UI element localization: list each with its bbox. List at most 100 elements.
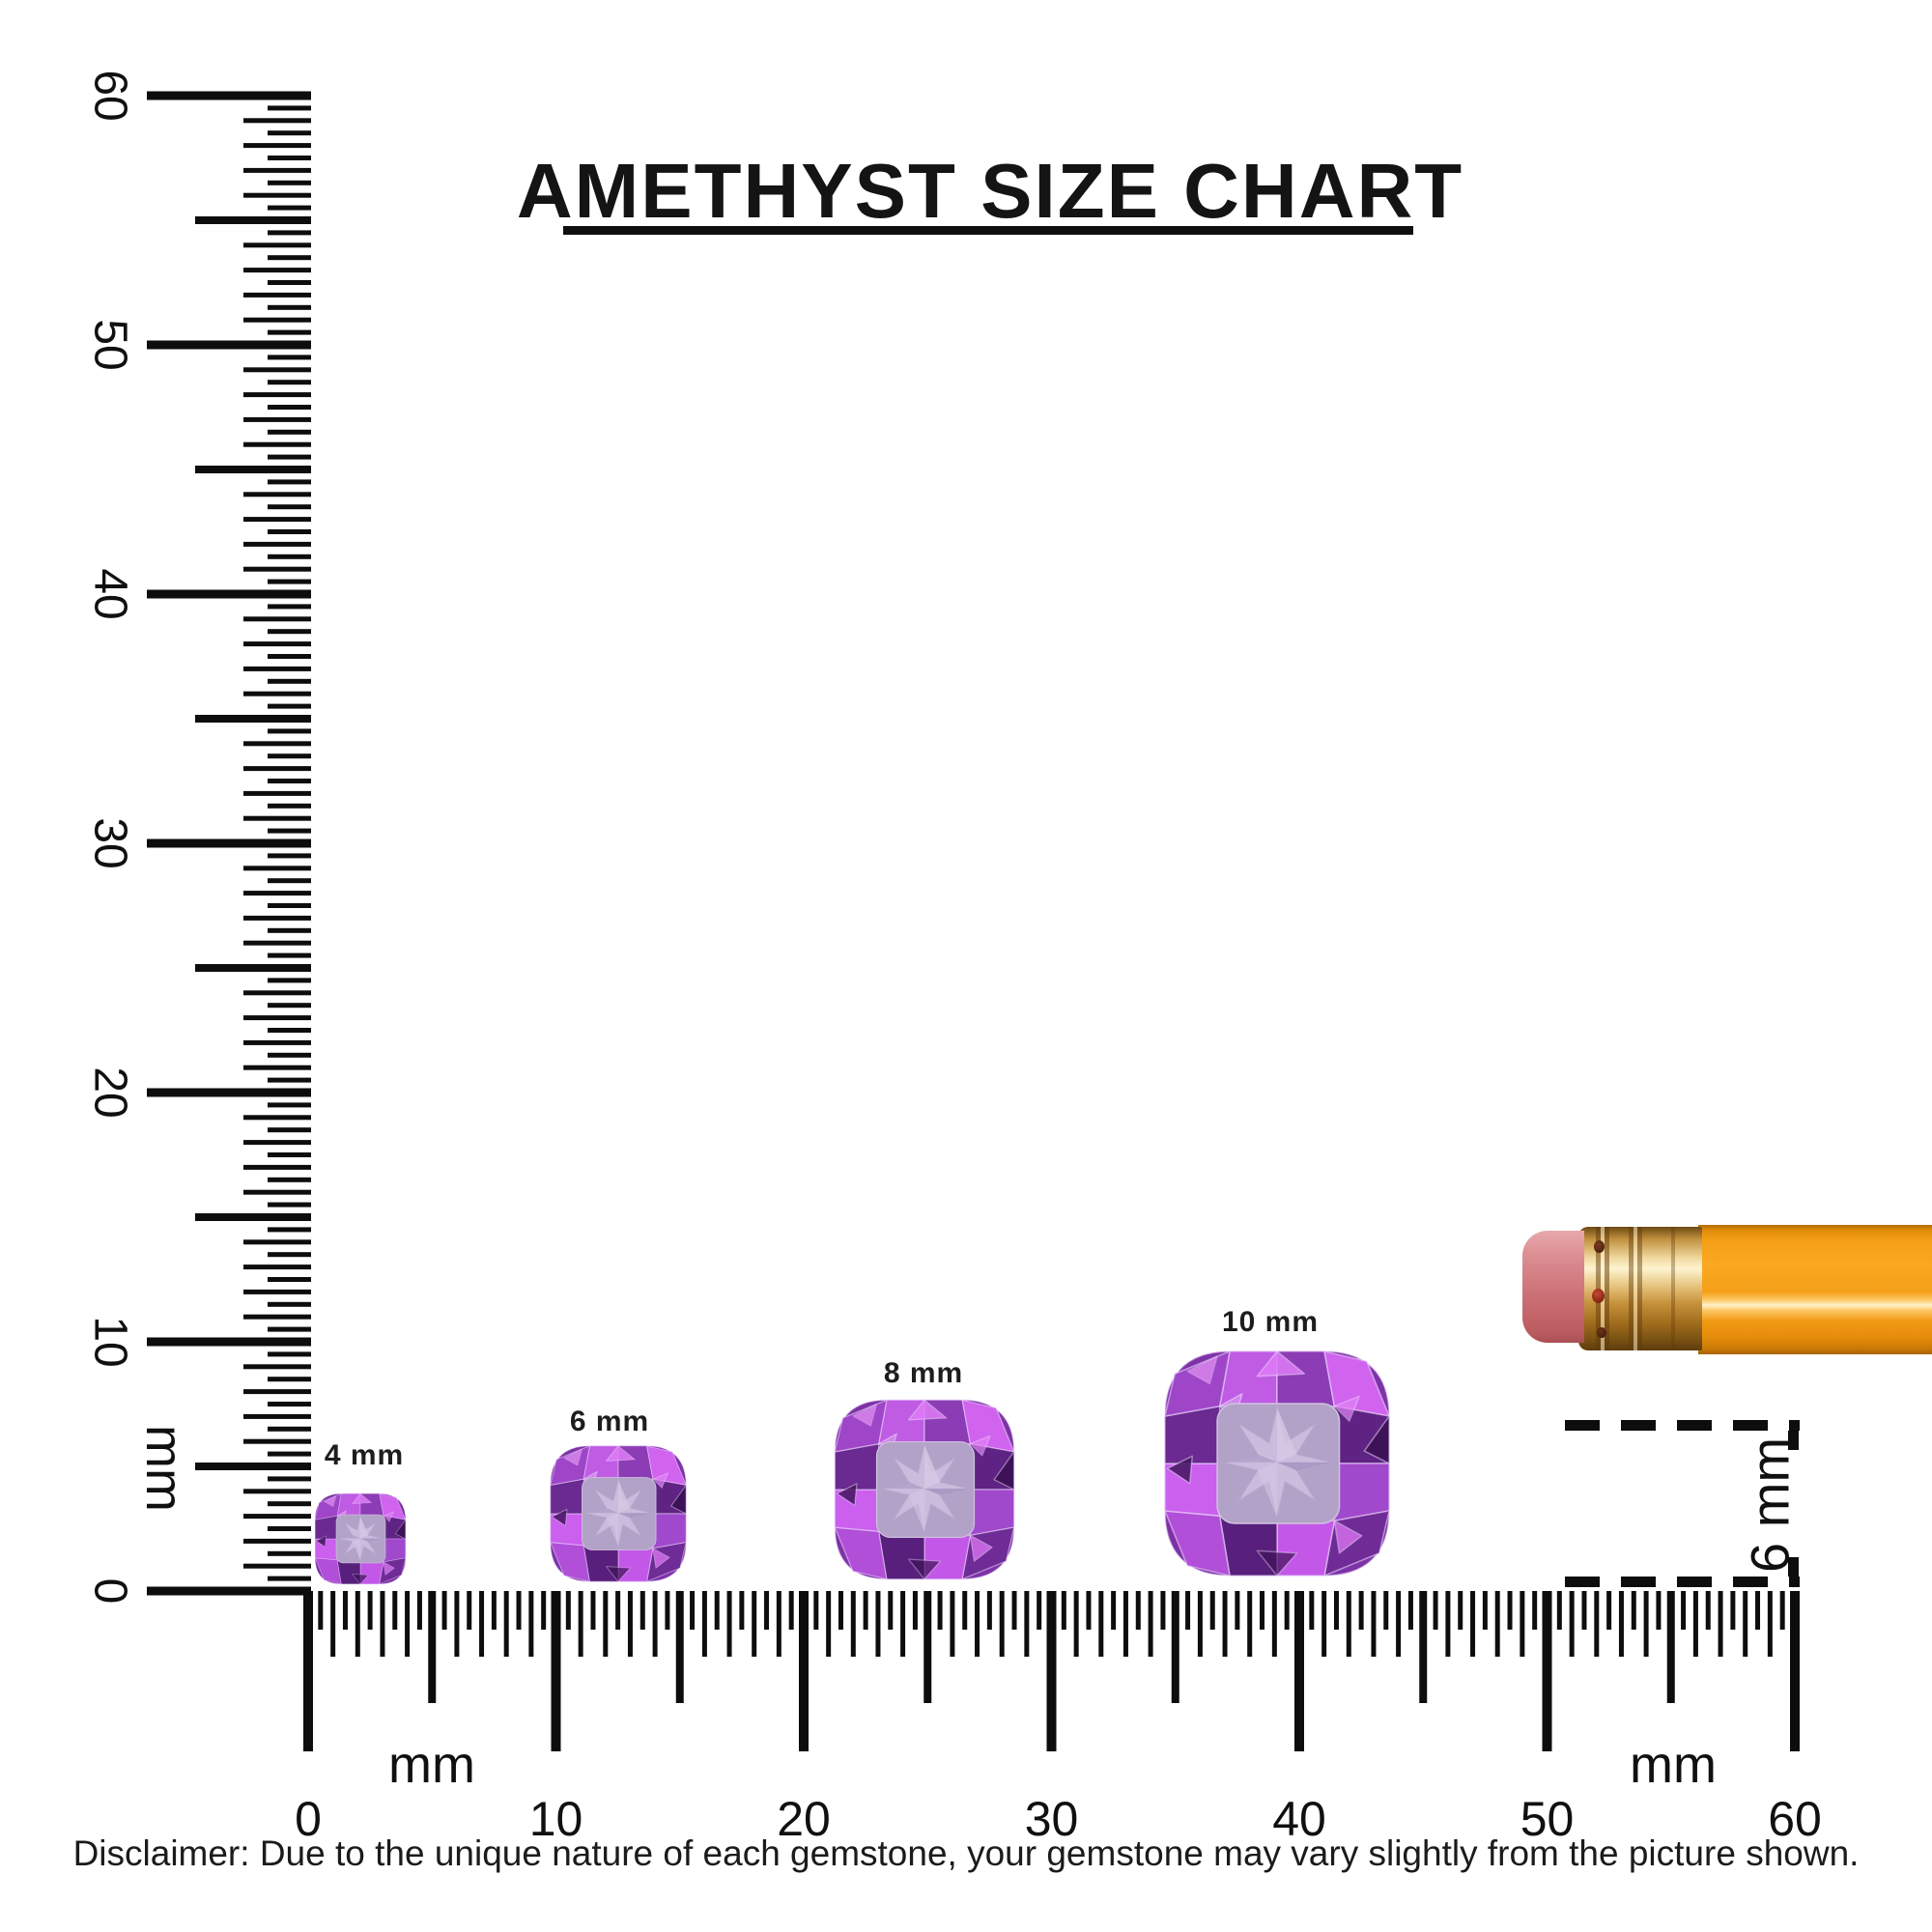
ruler-tick [268,280,311,285]
ruler-tick [147,1337,311,1347]
ruler-tick [243,815,311,821]
ruler-tick [1631,1591,1636,1630]
vertical-ruler-labels: 0 10 20 30 40 50 60 [85,70,136,1604]
ruler-tick [1419,1591,1428,1703]
ruler-tick [1122,1591,1128,1657]
ruler-tick [147,91,311,100]
ruler-tick [243,1413,311,1419]
ruler-tick [1284,1591,1290,1630]
ruler-tick [268,654,311,659]
ruler-tick [1222,1591,1228,1657]
ruler-tick [1656,1591,1662,1630]
ruler-tick [243,1065,311,1070]
ruler-tick [1011,1591,1017,1630]
ruler-tick [392,1591,398,1630]
ruler-tick [1061,1591,1066,1630]
ruler-tick [195,216,311,224]
ruler-tick [268,1451,311,1457]
ruler-tick [528,1591,534,1657]
ruler-tick [1494,1591,1500,1657]
ruler-tick [268,255,311,261]
title-underline [563,226,1413,235]
ruler-tick [1185,1591,1191,1630]
pencil-body [1698,1225,1932,1354]
gem-label-10mm: 10 mm [1221,1306,1320,1338]
ruler-tick [268,927,311,933]
ruler-tick [826,1591,832,1657]
ruler-tick [243,1389,311,1395]
ruler-tick [268,429,311,435]
ruler-tick [243,1489,311,1494]
ruler-tick [912,1591,918,1630]
ruler-number: 40 [1272,1792,1326,1846]
disclaimer-text: Disclaimer: Due to the unique nature of … [72,1833,1860,1873]
ruler-tick [243,1015,311,1021]
ruler-tick [243,1189,311,1195]
vertical-ruler [147,91,311,1596]
ruler-tick [838,1591,843,1630]
ruler-tick [243,666,311,671]
ruler-tick [268,1277,311,1282]
ruler-tick [330,1591,336,1657]
ruler-tick [863,1591,868,1630]
eraser-diameter-label: 6 mm [1739,1437,1801,1573]
ruler-tick [243,1140,311,1146]
ruler-tick [1111,1591,1117,1630]
ruler-tick [195,715,311,723]
gem-label-8mm: 8 mm [883,1357,964,1389]
ruler-tick [467,1591,472,1630]
ruler-tick [268,205,311,211]
ruler-tick [268,1476,311,1482]
ruler-tick [243,1438,311,1444]
ruler-tick [726,1591,732,1657]
ruler-tick [268,405,311,410]
ruler-tick [1235,1591,1240,1630]
ruler-tick [1581,1591,1587,1630]
ruler-tick [714,1591,720,1630]
ruler-number: 10 [85,1316,136,1367]
ruler-tick [1681,1591,1687,1630]
horizontal-ruler-labels: 0 10 20 30 40 50 60 [295,1792,1822,1846]
ruler-tick [243,416,311,422]
ruler-tick [268,1526,311,1531]
ruler-tick [1024,1591,1030,1657]
ruler-number: 40 [85,568,136,619]
dimension-line-bottom [1565,1577,1800,1587]
ruler-tick [1046,1591,1057,1751]
ruler-tick [900,1591,906,1657]
ruler-tick [355,1591,360,1657]
ruler-tick [243,1538,311,1544]
ruler-tick [243,1164,311,1170]
ruler-tick [243,317,311,323]
ruler-tick [243,1239,311,1245]
ruler-tick [268,753,311,759]
ruler-number: 0 [85,1578,136,1605]
ruler-tick [1433,1591,1438,1630]
ruler-tick [1507,1591,1513,1630]
gem-6mm [550,1445,687,1582]
ruler-tick [243,492,311,497]
ruler-tick [268,529,311,534]
ruler-tick [268,629,311,635]
ruler-tick [1271,1591,1277,1657]
ruler-tick [1396,1591,1402,1657]
ruler-tick [788,1591,794,1630]
ruler-tick [1542,1591,1552,1751]
ruler-tick [268,1377,311,1382]
ruler-tick [243,1115,311,1121]
ruler-tick [268,1028,311,1033]
ruler-tick [243,118,311,124]
ruler-tick [268,1501,311,1507]
ruler-tick [243,1514,311,1520]
ruler-tick [565,1591,571,1630]
ruler-tick [268,703,311,709]
ruler-tick [1730,1591,1736,1630]
ruler-tick [416,1591,422,1630]
ruler-tick [1037,1591,1042,1630]
ruler-tick [652,1591,658,1657]
ruler-tick [342,1591,348,1630]
ruler-tick [1692,1591,1698,1657]
ruler-tick [268,1227,311,1233]
ruler-tick [454,1591,460,1657]
ruler-tick [950,1591,955,1657]
